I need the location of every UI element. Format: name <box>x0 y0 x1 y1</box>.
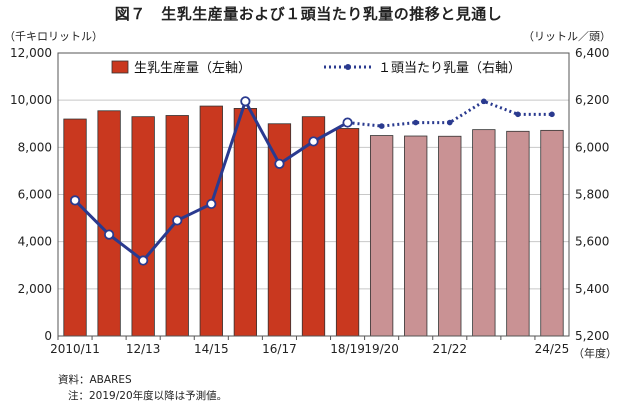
legend-line-label: １頭当たり乳量（右軸） <box>378 61 521 76</box>
line-point <box>378 123 385 129</box>
x-axis-unit: （年度） <box>573 346 617 360</box>
left-tick-label: 6,000 <box>18 188 52 202</box>
line-series <box>69 96 555 266</box>
bar <box>301 116 326 337</box>
left-tick-label: 8,000 <box>18 140 52 154</box>
line-point <box>240 96 251 107</box>
line-point <box>69 195 81 206</box>
bar <box>131 116 155 337</box>
source-note: 資料：ABARES <box>58 374 132 386</box>
x-tick-label: 16/17 <box>262 342 297 356</box>
bar <box>165 115 189 337</box>
line-point <box>446 119 453 126</box>
right-tick-label: 5,800 <box>575 188 609 202</box>
legend-bar-swatch <box>111 60 129 74</box>
left-tick-label: 12,000 <box>10 46 52 60</box>
bar <box>369 135 394 337</box>
x-tick-label: 21/22 <box>432 342 467 356</box>
left-axis-unit: （千キロリットル） <box>4 30 103 43</box>
left-tick-label: 0 <box>44 329 52 343</box>
line-point <box>104 229 115 240</box>
line-point <box>308 136 319 147</box>
plot-frame <box>57 52 570 337</box>
line-point <box>515 111 521 118</box>
bar <box>506 130 530 337</box>
axes: 0 2,000 4,000 6,000 8,000 10,000 12,000 5,200 5,… <box>10 46 617 360</box>
right-axis-unit: （リットル／頭） <box>523 30 611 43</box>
line-point <box>549 111 555 118</box>
bar <box>267 123 292 337</box>
bar <box>233 108 258 337</box>
bar <box>63 118 87 337</box>
line-point <box>274 158 285 169</box>
bar <box>404 135 428 337</box>
right-tick-label: 6,000 <box>575 140 609 154</box>
x-tick-label: 14/15 <box>194 342 229 356</box>
left-tick-label: 2,000 <box>18 282 52 296</box>
bar <box>472 129 496 337</box>
bar-series <box>63 105 564 337</box>
x-tick-label: 12/13 <box>126 342 161 356</box>
right-tick-label: 5,200 <box>575 329 609 343</box>
legend-line-marker <box>345 64 351 70</box>
line-point <box>206 198 217 210</box>
bar <box>97 110 121 337</box>
bar <box>438 135 462 337</box>
line-point <box>342 117 353 128</box>
x-tick-label: 18/19 <box>330 342 365 356</box>
right-tick-label: 5,400 <box>575 282 609 296</box>
bar <box>335 128 360 337</box>
x-tick-label: 19/20 <box>364 342 399 356</box>
right-tick-label: 5,600 <box>575 235 609 249</box>
right-tick-label: 6,400 <box>575 46 609 60</box>
left-tick-label: 10,000 <box>10 93 52 107</box>
bar <box>199 105 223 337</box>
x-tick-label: 24/25 <box>535 342 570 356</box>
line-point <box>138 255 149 266</box>
forecast-note: 注：2019/20年度以降は予測値。 <box>68 390 228 402</box>
right-tick-label: 6,200 <box>575 93 609 107</box>
legend: 生乳生産量（左軸） １頭当たり乳量（右軸） <box>111 60 521 76</box>
line-point <box>481 98 487 105</box>
bar <box>540 129 564 337</box>
x-tick-label: 2010/11 <box>50 342 100 356</box>
line-point <box>412 119 419 126</box>
legend-bar-label: 生乳生産量（左軸） <box>134 60 251 76</box>
left-tick-label: 4,000 <box>18 235 52 249</box>
chart-title: 図７ 生乳生産量および１頭当たり乳量の推移と見通し <box>114 5 503 23</box>
line-point <box>172 215 183 226</box>
